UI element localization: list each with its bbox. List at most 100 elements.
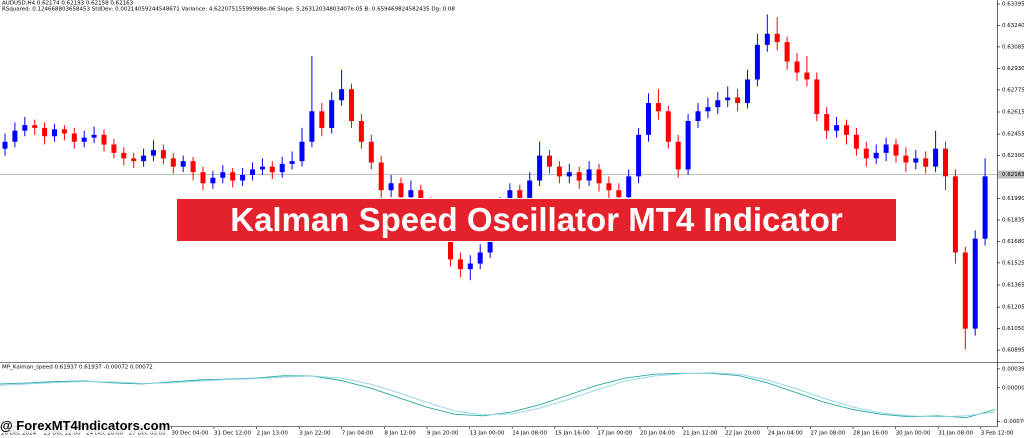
candle-body <box>735 97 741 103</box>
y-tick-label: 0.61205 <box>1002 305 1024 311</box>
candle-body <box>636 134 642 177</box>
candle-body <box>259 166 265 170</box>
candle-body <box>764 33 770 45</box>
candle-body <box>715 100 721 108</box>
candle-body <box>111 144 117 153</box>
y-tick-label: 0.63085 <box>1002 44 1024 50</box>
candle-body <box>705 107 711 112</box>
x-tick-label: 2 Jan 13:00 <box>257 431 289 437</box>
candle-body <box>457 259 463 270</box>
candle-body <box>507 190 513 205</box>
candle-body <box>626 176 632 198</box>
y-tick-label: 0.62615 <box>1002 109 1024 115</box>
current-price-label: 0.62163 <box>1002 172 1024 178</box>
candle-body <box>230 172 236 181</box>
candle-body <box>725 97 731 101</box>
x-tick-label: 27 Jan 08:00 <box>810 431 845 437</box>
candle-body <box>61 129 67 134</box>
x-tick-label: 30 Jan 00:00 <box>896 431 931 437</box>
candle-body <box>91 134 97 138</box>
candle-body <box>240 174 246 181</box>
candle-body <box>477 252 483 264</box>
chart-title: AUDUSD,H4 0.62174 0.62193 0.62158 0.6216… <box>2 1 134 7</box>
indicator-line <box>0 372 996 418</box>
x-tick-label: 24 Jan 04:00 <box>768 431 803 437</box>
candle-body <box>141 155 147 162</box>
candle-body <box>220 172 226 178</box>
candle-body <box>962 252 968 329</box>
y-tick-label: -0.00070 <box>1002 419 1024 425</box>
candle-body <box>933 148 939 167</box>
x-tick-label: 24 Dec 20:00 <box>86 431 123 437</box>
x-tick-label: 31 Jan 08:00 <box>938 431 973 437</box>
watermark: @ ForexMT4Indicators.com <box>0 418 171 433</box>
x-tick-label: 30 Dec 04:00 <box>171 431 208 437</box>
candle-body <box>269 166 275 173</box>
candle-body <box>319 111 325 128</box>
candle-body <box>873 152 879 159</box>
candle-body <box>774 33 780 43</box>
candle-body <box>289 161 295 164</box>
x-tick-label: 23 Dec 12:00 <box>44 431 81 437</box>
candle-body <box>537 155 543 181</box>
x-tick-label: 3 Jan 22:00 <box>299 431 331 437</box>
chart-subtitle: RSquared: 0.124668803658453 StdDev: 0.00… <box>2 7 455 13</box>
candle-body <box>12 130 18 142</box>
x-tick-label: 8 Jan 12:00 <box>384 431 416 437</box>
y-tick-label: 0.61365 <box>1002 283 1024 289</box>
y-tick-label: 0.61525 <box>1002 260 1024 266</box>
x-tick-label: 7 Jan 04:00 <box>342 431 374 437</box>
candle-body <box>596 169 602 184</box>
candle-body <box>695 111 701 121</box>
candle-body <box>378 162 384 191</box>
candle-body <box>517 190 523 200</box>
x-tick-label: 13 Jan 00:00 <box>470 431 505 437</box>
candle-body <box>883 144 889 153</box>
candle-body <box>586 169 592 181</box>
y-tick-label: 0.60895 <box>1002 348 1024 354</box>
candle-body <box>616 190 622 198</box>
candle-body <box>576 172 582 181</box>
candle-body <box>190 161 196 173</box>
x-tick-label: 28 Jan 16:00 <box>853 431 888 437</box>
candle-body <box>943 148 948 177</box>
candle-body <box>358 120 364 142</box>
candle-body <box>131 158 137 162</box>
candle-body <box>81 137 87 142</box>
candle-body <box>368 141 374 163</box>
y-tick-label: 0.62455 <box>1002 132 1024 138</box>
y-tick-label: 0.61680 <box>1002 239 1024 245</box>
candle-body <box>467 263 473 270</box>
candle-body <box>606 183 612 191</box>
x-tick-label: 3 Feb 12:00 <box>981 431 1014 437</box>
x-tick-label: 15 Jan 16:00 <box>555 431 590 437</box>
candle-body <box>547 155 552 167</box>
candle-body <box>71 133 77 142</box>
candle-body <box>250 169 255 175</box>
candle-body <box>754 44 760 80</box>
y-tick-label: 0.62300 <box>1002 153 1024 159</box>
candle-body <box>349 89 354 121</box>
candle-body <box>646 102 651 135</box>
candle-body <box>151 150 156 156</box>
candle-body <box>448 224 453 260</box>
y-tick-label: 0.63395 <box>1002 2 1024 8</box>
y-tick-label: 0.61050 <box>1002 326 1024 332</box>
candle-body <box>52 129 57 137</box>
current-price-box <box>998 170 1024 179</box>
candle-body <box>903 155 909 163</box>
x-tick-label: 14 Jan 08:00 <box>512 431 547 437</box>
candle-body <box>309 111 315 142</box>
candle-body <box>556 166 562 177</box>
banner: Kalman Speed Oscillator MT4 Indicator <box>176 198 897 242</box>
candle-body <box>32 125 38 128</box>
candle-body <box>804 72 810 80</box>
y-tick-label: 0.62775 <box>1002 87 1024 93</box>
candle-body <box>388 183 394 191</box>
y-tick-label: 0.00000 <box>1002 385 1024 391</box>
x-tick-label: 22 Jan 20:00 <box>725 431 760 437</box>
candle-body <box>863 148 869 159</box>
candle-body <box>408 190 414 198</box>
x-tick-label: 20 Jan 04:00 <box>640 431 675 437</box>
